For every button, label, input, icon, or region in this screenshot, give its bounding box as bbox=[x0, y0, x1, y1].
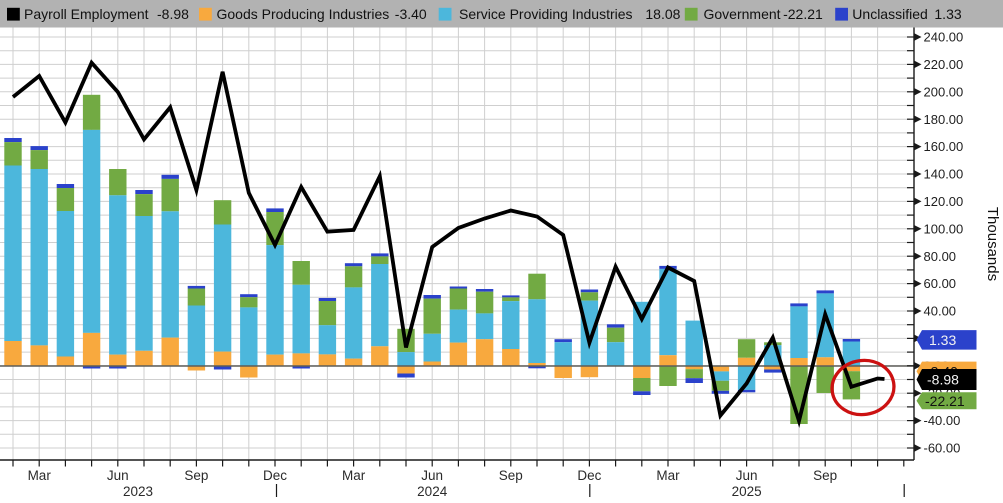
svg-text:Unclassified: Unclassified bbox=[852, 6, 927, 22]
svg-text:Sep: Sep bbox=[499, 468, 523, 483]
svg-text:160.00: 160.00 bbox=[924, 139, 964, 154]
svg-text:180.00: 180.00 bbox=[924, 112, 964, 127]
svg-text:18.08: 18.08 bbox=[645, 6, 680, 22]
svg-text:60.00: 60.00 bbox=[924, 276, 957, 291]
svg-text:220.00: 220.00 bbox=[924, 57, 964, 72]
svg-text:Jun: Jun bbox=[736, 468, 758, 483]
svg-text:2023: 2023 bbox=[123, 484, 153, 499]
svg-text:Thousands: Thousands bbox=[984, 207, 1001, 281]
svg-text:Jun: Jun bbox=[421, 468, 443, 483]
svg-text:Mar: Mar bbox=[28, 468, 52, 483]
svg-text:200.00: 200.00 bbox=[924, 84, 964, 99]
svg-text:Sep: Sep bbox=[184, 468, 208, 483]
svg-text:120.00: 120.00 bbox=[924, 194, 964, 209]
svg-text:-3.40: -3.40 bbox=[395, 6, 427, 22]
svg-text:Sep: Sep bbox=[813, 468, 837, 483]
svg-text:1.33: 1.33 bbox=[929, 332, 956, 348]
svg-text:2024: 2024 bbox=[417, 484, 448, 499]
svg-text:Goods Producing Industries: Goods Producing Industries bbox=[217, 6, 390, 22]
svg-text:40.00: 40.00 bbox=[924, 304, 957, 319]
svg-text:2025: 2025 bbox=[732, 484, 762, 499]
svg-text:-22.21: -22.21 bbox=[783, 6, 823, 22]
svg-text:Mar: Mar bbox=[342, 468, 366, 483]
svg-text:Payroll Employment: Payroll Employment bbox=[24, 6, 149, 22]
svg-text:-40.00: -40.00 bbox=[924, 413, 961, 428]
svg-text:80.00: 80.00 bbox=[924, 249, 957, 264]
svg-text:Mar: Mar bbox=[656, 468, 680, 483]
svg-text:Government: Government bbox=[704, 6, 781, 22]
svg-text:140.00: 140.00 bbox=[924, 167, 964, 182]
svg-text:Dec: Dec bbox=[577, 468, 601, 483]
svg-text:Service Providing Industries: Service Providing Industries bbox=[459, 6, 633, 22]
svg-text:Dec: Dec bbox=[263, 468, 287, 483]
svg-text:-60.00: -60.00 bbox=[924, 441, 961, 456]
svg-text:240.00: 240.00 bbox=[924, 30, 964, 45]
svg-text:100.00: 100.00 bbox=[924, 221, 964, 236]
svg-text:1.33: 1.33 bbox=[934, 6, 961, 22]
svg-text:Jun: Jun bbox=[107, 468, 129, 483]
svg-text:-22.21: -22.21 bbox=[925, 393, 965, 409]
svg-text:-8.98: -8.98 bbox=[927, 372, 959, 388]
svg-text:-8.98: -8.98 bbox=[157, 6, 189, 22]
